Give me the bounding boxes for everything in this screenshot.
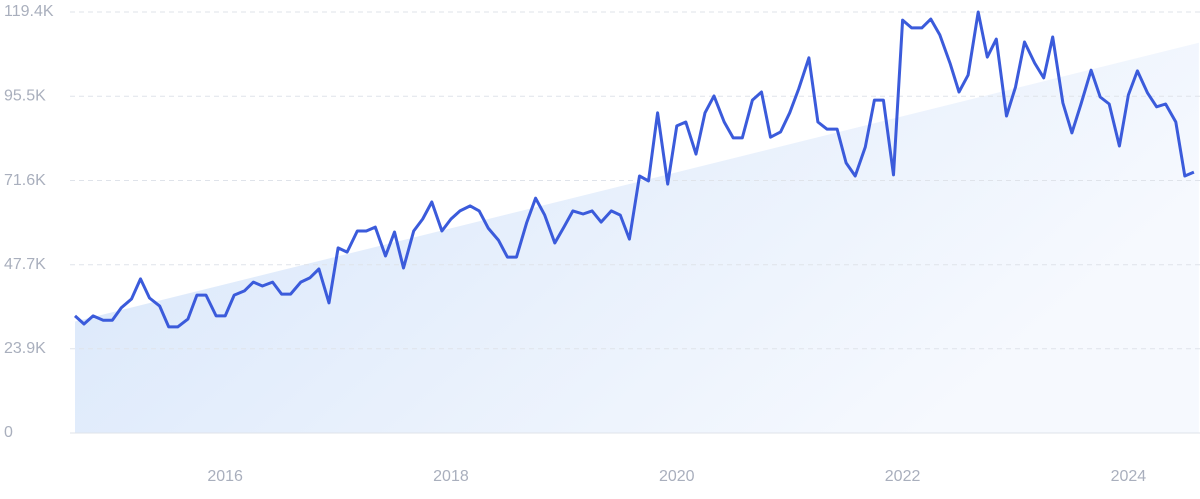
y-tick-label: 23.9K [4,340,46,357]
y-tick-label: 71.6K [4,172,46,189]
line [73,10,1195,329]
x-tick-label: 2024 [1111,468,1147,485]
y-tick-label: 95.5K [4,87,46,104]
y-tick-label: 0 [4,424,13,441]
trend-area [75,42,1199,433]
y-tick-label: 47.7K [4,256,46,273]
y-tick-label: 119.4K [4,3,54,20]
x-tick-label: 2016 [207,468,243,485]
x-tick-label: 2018 [433,468,469,485]
x-tick-label: 2022 [885,468,921,485]
x-tick-label: 2020 [659,468,695,485]
